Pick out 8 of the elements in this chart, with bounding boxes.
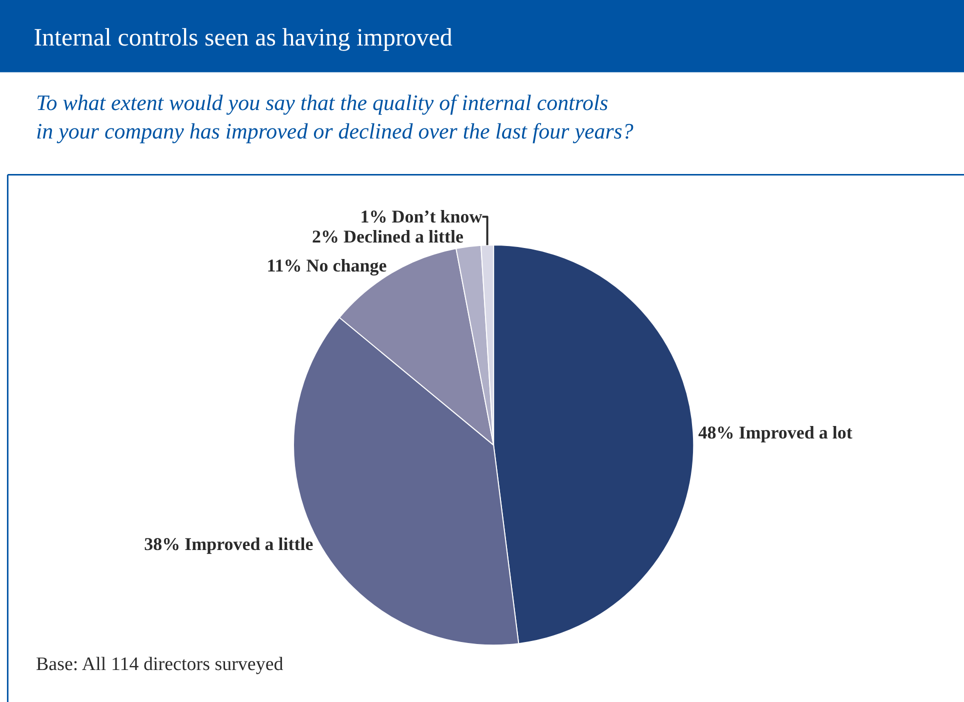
slice-label: 38% Improved a little (144, 534, 314, 554)
text: Base: All 114 directors surveyed (36, 654, 284, 675)
slice-label: 48% Improved a lot (698, 422, 852, 442)
slice-label: 1% Don’t know (360, 206, 482, 227)
chart-title: Internal controls seen as having improved (34, 24, 453, 52)
slice-label: 11% No change (266, 255, 387, 276)
chart-subtitle: To what extent would you say that the quality of internal controls in your company has improved or declined over the last four years? (36, 90, 634, 144)
slice-label: 2% Declined a little (312, 226, 464, 247)
